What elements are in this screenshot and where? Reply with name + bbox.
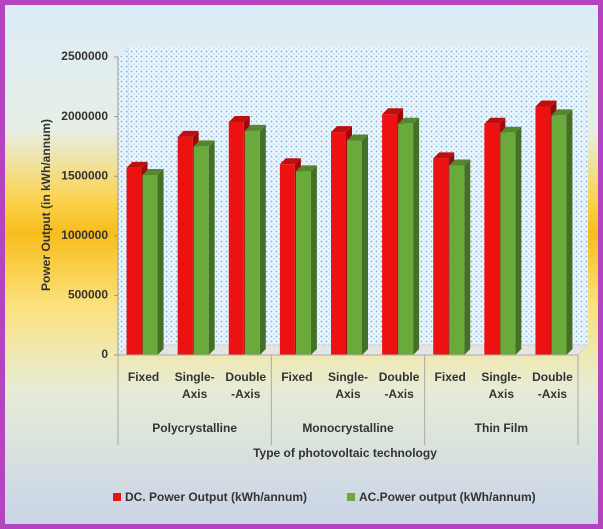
bar-top: [347, 134, 368, 141]
y-tick-label: 1500000: [61, 168, 108, 182]
y-tick-label: 2500000: [61, 49, 108, 63]
bar: [295, 171, 311, 355]
x-tick-label: Double-Axis: [225, 370, 267, 401]
bar-top: [193, 140, 215, 147]
bar-top: [535, 100, 557, 107]
chart: Power Output (in kWh/annum) 0 500000 10000…: [39, 46, 589, 504]
bar: [126, 167, 142, 355]
bar-top: [177, 130, 199, 137]
bar: [279, 164, 295, 355]
y-axis-title: Power Output (in kWh/annum): [39, 119, 53, 291]
bar: [433, 158, 449, 355]
x-tick-label: Double-Axis: [532, 370, 573, 401]
bar-top: [295, 165, 317, 172]
bar: [193, 146, 209, 355]
bar-top: [126, 161, 148, 168]
y-tick-label: 500000: [68, 288, 108, 302]
bar-side: [259, 124, 266, 356]
bar: [551, 115, 567, 356]
bar-side: [413, 117, 420, 355]
x-tick-label: Fixed: [434, 370, 466, 384]
bar: [244, 130, 260, 355]
bar-side: [310, 165, 317, 355]
bar: [484, 123, 500, 355]
x-tick-label: Single-Axis: [174, 370, 215, 401]
bar-top: [331, 126, 352, 133]
y-tick-label: 2000000: [61, 109, 108, 123]
x-tick-label: Fixed: [127, 370, 160, 384]
bar-side: [157, 169, 164, 355]
legend-swatch: [113, 493, 121, 501]
legend-label: DC. Power Output (kWh/annum): [125, 490, 307, 504]
x-tick-label: Single-Axis: [481, 370, 522, 401]
bar: [500, 132, 516, 355]
side-wall: [117, 46, 129, 356]
bar-top: [382, 108, 404, 115]
bar-side: [362, 134, 368, 355]
x-tick-label: Double-Axis: [378, 370, 420, 401]
bar-side: [208, 140, 215, 355]
x-tick-label: Fixed: [281, 370, 313, 384]
group-label: Monocrystalline: [302, 421, 394, 435]
bar-top: [228, 115, 250, 122]
bar: [398, 123, 414, 355]
bar: [331, 132, 346, 355]
bar-top: [279, 158, 301, 165]
bar-side: [566, 109, 573, 356]
bar-top: [142, 169, 164, 176]
bar: [142, 175, 158, 355]
legend-label: AC.Power output (kWh/annum): [359, 490, 536, 504]
bar: [535, 106, 551, 355]
x-tick-label: Single-Axis: [327, 370, 368, 401]
bar-top: [244, 124, 266, 131]
bar: [382, 114, 398, 355]
bar-side: [464, 159, 471, 355]
legend-swatch: [347, 493, 355, 501]
bar: [347, 140, 362, 355]
group-label: Thin Film: [474, 421, 528, 435]
bar-top: [551, 109, 573, 116]
y-tick-label: 0: [101, 347, 108, 361]
x-axis-title: Type of photovoltaic technology: [253, 446, 437, 460]
bar-top: [433, 152, 455, 159]
bar: [177, 136, 193, 355]
bar-top: [500, 126, 522, 133]
y-tick-label: 1000000: [61, 228, 108, 242]
bar: [228, 121, 244, 356]
group-label: Polycrystalline: [152, 421, 238, 435]
bar: [449, 165, 465, 355]
bar-side: [515, 126, 522, 355]
bar-top: [398, 117, 420, 124]
bar-top: [484, 117, 506, 124]
bar-top: [449, 159, 471, 166]
